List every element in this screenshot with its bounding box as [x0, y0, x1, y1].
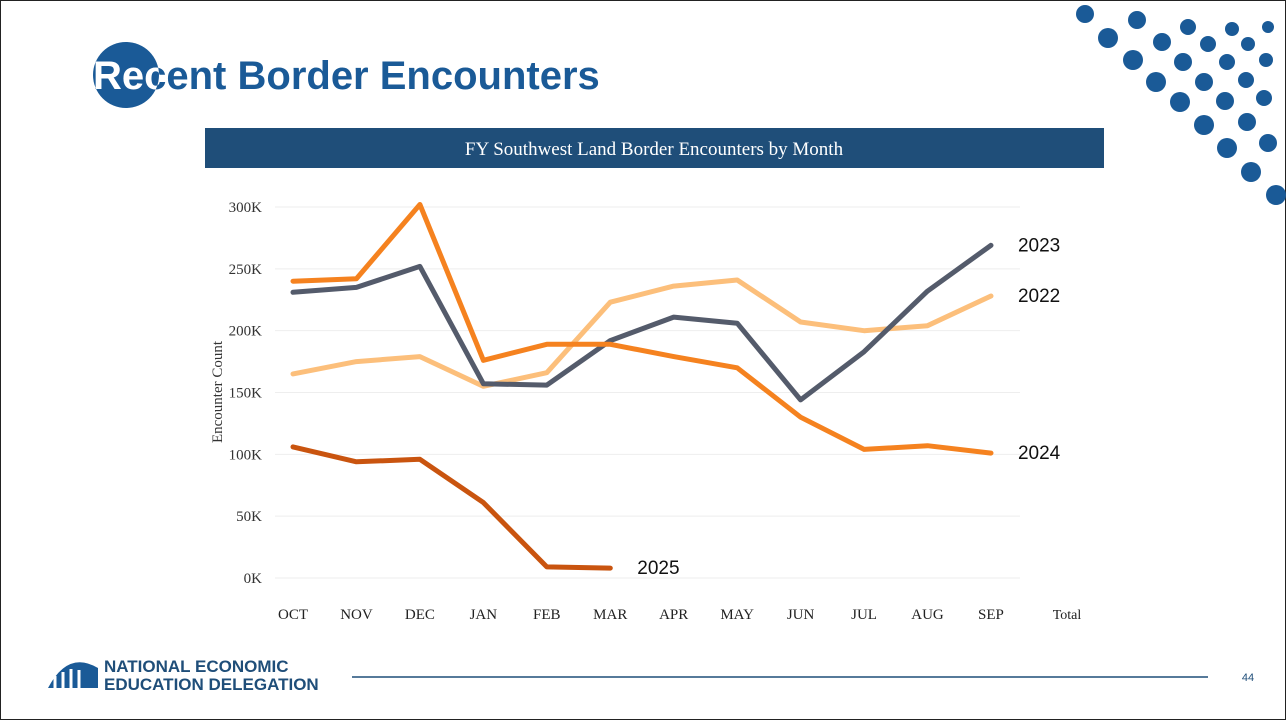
title-badge	[93, 42, 159, 108]
series-line	[290, 202, 994, 456]
y-tick-label: 200K	[229, 324, 263, 340]
x-tick-label: JUN	[787, 607, 815, 623]
y-tick-label: 150K	[229, 386, 263, 402]
y-tick-label: 300K	[229, 200, 263, 216]
series-line	[290, 444, 613, 571]
series-label: 2024	[1018, 443, 1061, 464]
x-tick-label: MAR	[593, 607, 627, 623]
series-label: 2025	[637, 558, 679, 579]
x-tick-label: SEP	[978, 607, 1004, 623]
decor-dots	[1076, 5, 1286, 205]
x-tick-label: JUL	[851, 607, 877, 623]
chart-title: FY Southwest Land Border Encounters by M…	[465, 139, 844, 160]
x-tick-label: FEB	[533, 607, 561, 623]
chart-header	[205, 128, 1104, 168]
x-tick-label: APR	[659, 607, 688, 623]
footer-org: NATIONAL ECONOMIC	[104, 657, 288, 676]
slide-title: Recent Border Encounters	[93, 54, 600, 98]
footer-logo	[48, 662, 98, 688]
y-tick-label: 50K	[236, 509, 262, 525]
x-tick-label: JAN	[470, 607, 498, 623]
x-tick-label: OCT	[278, 607, 308, 623]
y-tick-label: 100K	[229, 447, 263, 463]
y-axis-label: Encounter Count	[210, 340, 226, 443]
series-line	[290, 277, 994, 389]
series-line	[290, 242, 994, 403]
x-tick-label: NOV	[340, 607, 373, 623]
page-number: 44	[1242, 672, 1254, 684]
y-tick-label: 0K	[244, 571, 263, 587]
x-tick-label: AUG	[911, 607, 944, 623]
x-tick-label: Total	[1053, 608, 1082, 623]
x-tick-label: DEC	[405, 607, 435, 623]
slide-title-overlay: Recent Border Encounters	[93, 54, 600, 98]
y-tick-label: 250K	[229, 262, 263, 278]
x-tick-label: MAY	[720, 607, 754, 623]
footer-org: EDUCATION DELEGATION	[104, 675, 319, 694]
series-label: 2023	[1018, 235, 1060, 256]
series-label: 2022	[1018, 286, 1060, 307]
